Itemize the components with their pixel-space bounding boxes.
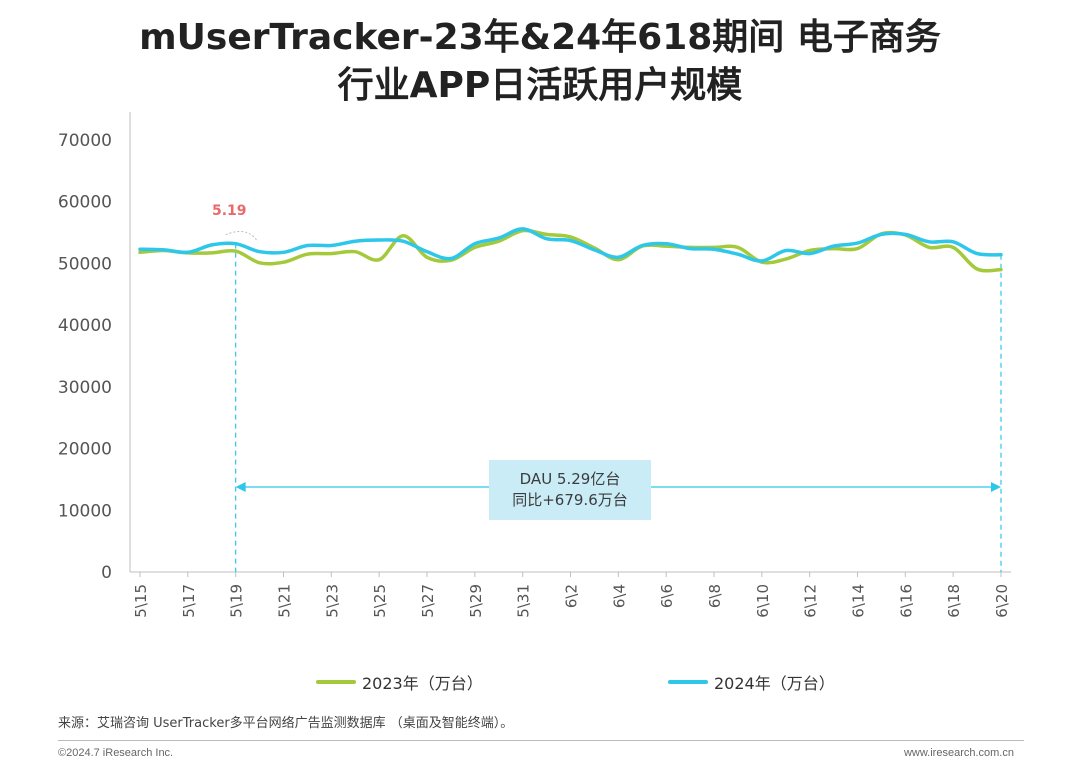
x-tick-label: 5\21 <box>276 584 294 618</box>
annotation-yoy-text: 同比+679.6万台 <box>512 491 628 509</box>
range-arrow-left-head <box>235 482 246 492</box>
x-tick-label: 6\16 <box>897 584 915 618</box>
footer-copyright: ©2024.7 iResearch Inc. <box>58 747 174 759</box>
x-tick-label: 6\12 <box>802 584 820 618</box>
y-tick-label: 60000 <box>58 193 112 213</box>
y-tick-label: 10000 <box>58 501 112 521</box>
x-tick-label: 5\27 <box>419 584 437 618</box>
peak-date-label: 5.19 <box>212 203 247 219</box>
legend-swatch-2024 <box>668 680 708 684</box>
y-tick-label: 0 <box>101 563 112 583</box>
x-tick-label: 6\6 <box>658 584 676 608</box>
legend-swatch-2023 <box>316 680 356 684</box>
chart-title: mUserTracker-23年&24年618期间 电子商务 行业APP日活跃用… <box>0 14 1080 110</box>
y-tick-label: 20000 <box>58 440 112 460</box>
legend-item-2024: 2024年（万台） <box>668 670 835 694</box>
x-tick-label: 5\19 <box>228 584 246 618</box>
x-tick-label: 6\2 <box>563 584 581 608</box>
y-tick-label: 30000 <box>58 378 112 398</box>
peak-marker-arc <box>225 230 259 242</box>
footer-divider <box>58 740 1024 741</box>
series-2023-line <box>138 228 1003 273</box>
y-tick-label: 70000 <box>58 131 112 151</box>
line-chart: 0 10000 20000 30000 40000 50000 60000 70000 5\15… <box>58 112 1011 618</box>
chart-title-line2: 行业APP日活跃用户规模 <box>337 65 743 106</box>
source-note: 来源：艾瑞咨询 UserTracker多平台网络广告监测数据库 （桌面及智能终端… <box>58 716 514 731</box>
x-tick-label: 5\15 <box>132 584 150 618</box>
x-tick-label: 5\29 <box>467 584 485 618</box>
x-tick-label: 5\25 <box>371 584 389 618</box>
x-tick-label: 5\31 <box>515 584 533 618</box>
dau-annotation-box: DAU 5.29亿台 同比+679.6万台 <box>489 460 651 520</box>
legend-label-2023: 2023年（万台） <box>362 674 483 693</box>
x-tick-label: 6\8 <box>706 584 724 608</box>
y-tick-label: 50000 <box>58 254 112 274</box>
range-arrow-right-head <box>991 482 1001 492</box>
footer-website: www.iresearch.com.cn <box>903 747 1014 759</box>
x-tick-label: 5\23 <box>323 584 341 618</box>
legend-item-2023: 2023年（万台） <box>316 670 483 694</box>
x-tick-label: 6\20 <box>993 584 1011 618</box>
series-2024-line <box>138 227 1003 263</box>
annotation-dau-text: DAU 5.29亿台 <box>519 470 621 488</box>
x-tick-label: 6\4 <box>610 584 628 608</box>
x-tick-label: 6\14 <box>850 584 868 618</box>
x-tick-label: 6\18 <box>945 584 963 618</box>
x-tick-label: 5\17 <box>180 584 198 618</box>
chart-title-line1: mUserTracker-23年&24年618期间 电子商务 <box>139 17 941 58</box>
y-tick-label: 40000 <box>58 316 112 336</box>
x-tick-label: 6\10 <box>754 584 772 618</box>
legend-label-2024: 2024年（万台） <box>714 674 835 693</box>
